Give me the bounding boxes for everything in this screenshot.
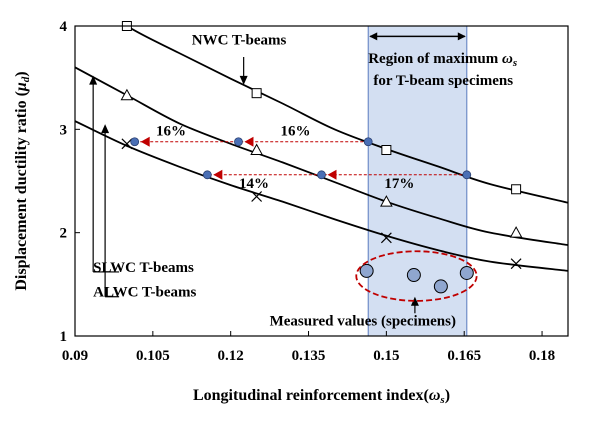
- y-tick-label: 1: [60, 329, 68, 345]
- highlight-point: [462, 170, 472, 180]
- x-tick-label: 0.105: [136, 348, 170, 364]
- measured-point: [433, 279, 448, 294]
- measured-ellipse: [355, 250, 478, 302]
- y-tick-label: 4: [60, 19, 68, 35]
- measured-point: [459, 265, 474, 280]
- cross-marker: [510, 258, 522, 270]
- triangle-marker: [250, 143, 263, 155]
- percent-label: 16%: [281, 124, 311, 140]
- highlight-point: [234, 137, 243, 147]
- triangle-marker: [380, 195, 393, 207]
- x-tick-label: 0.135: [292, 348, 326, 364]
- highlight-point: [130, 137, 140, 147]
- region-arrow-right: [457, 32, 466, 41]
- percent-label: 17%: [384, 176, 414, 192]
- triangle-marker: [120, 88, 134, 101]
- point-layer: [130, 137, 478, 302]
- cross-marker: [251, 191, 263, 202]
- square-marker: [381, 145, 392, 155]
- curve-3: [75, 120, 568, 272]
- percent-label: 14%: [239, 176, 269, 192]
- y-axis-title: Displacement ductility ratio (μd): [13, 71, 32, 290]
- annotation-2: Region of maximum ωs: [368, 51, 517, 69]
- x-axis-title: Longitudinal reinforcement index(ωs): [193, 387, 450, 406]
- measured-point: [406, 268, 421, 283]
- red-arrowhead-2: [244, 136, 254, 147]
- curve-layer: [75, 26, 568, 272]
- red-arrowhead-3: [213, 169, 223, 180]
- label-layer: 16% 16% 14% 17% NWC T-beams Region of maximum…: [93, 33, 517, 330]
- slwc-pointer-head: [89, 75, 98, 85]
- highlight-point: [363, 137, 373, 147]
- annotation-5: ALWC T-beams: [93, 285, 196, 301]
- region-layer: [367, 25, 468, 337]
- x-tick-label: 0.09: [62, 348, 88, 364]
- cross-marker: [121, 138, 133, 150]
- y-tick-label: 3: [60, 122, 68, 138]
- x-tick-label: 0.165: [447, 348, 481, 364]
- axis-layer: 0.09 0.105 0.12 0.135 0.15 0.165 0.18 1 2 3 4 Longi…: [13, 19, 569, 406]
- x-tick-label: 0.12: [218, 348, 244, 364]
- annotation-4: SLWC T-beams: [93, 260, 194, 276]
- measured-point: [359, 263, 374, 278]
- x-tick-label: 0.18: [529, 348, 555, 364]
- curve-2: [75, 66, 568, 246]
- max-region-rect: [367, 25, 468, 337]
- annotation-1: NWC T-beams: [192, 33, 287, 49]
- red-arrowhead-4: [327, 169, 337, 180]
- measured-pointer-head: [410, 296, 419, 306]
- guide-layer: [89, 57, 467, 314]
- highlight-point: [317, 170, 326, 180]
- region-arrow-left: [369, 32, 378, 41]
- red-arrowhead-1: [140, 136, 150, 147]
- plot-frame: [74, 25, 569, 337]
- square-marker: [511, 184, 522, 195]
- cross-marker: [380, 232, 392, 244]
- x-tick-label: 0.15: [373, 348, 399, 364]
- highlight-point: [202, 170, 212, 180]
- percent-label: 16%: [156, 124, 186, 140]
- nwc-pointer-head: [239, 75, 248, 85]
- triangle-marker: [509, 226, 523, 238]
- alwc-pointer-head: [101, 124, 110, 134]
- annotation-6: Measured values (specimens): [270, 314, 456, 330]
- y-tick-label: 2: [60, 226, 68, 242]
- annotation-3: for T-beam specimens: [373, 73, 513, 89]
- square-marker: [251, 88, 262, 99]
